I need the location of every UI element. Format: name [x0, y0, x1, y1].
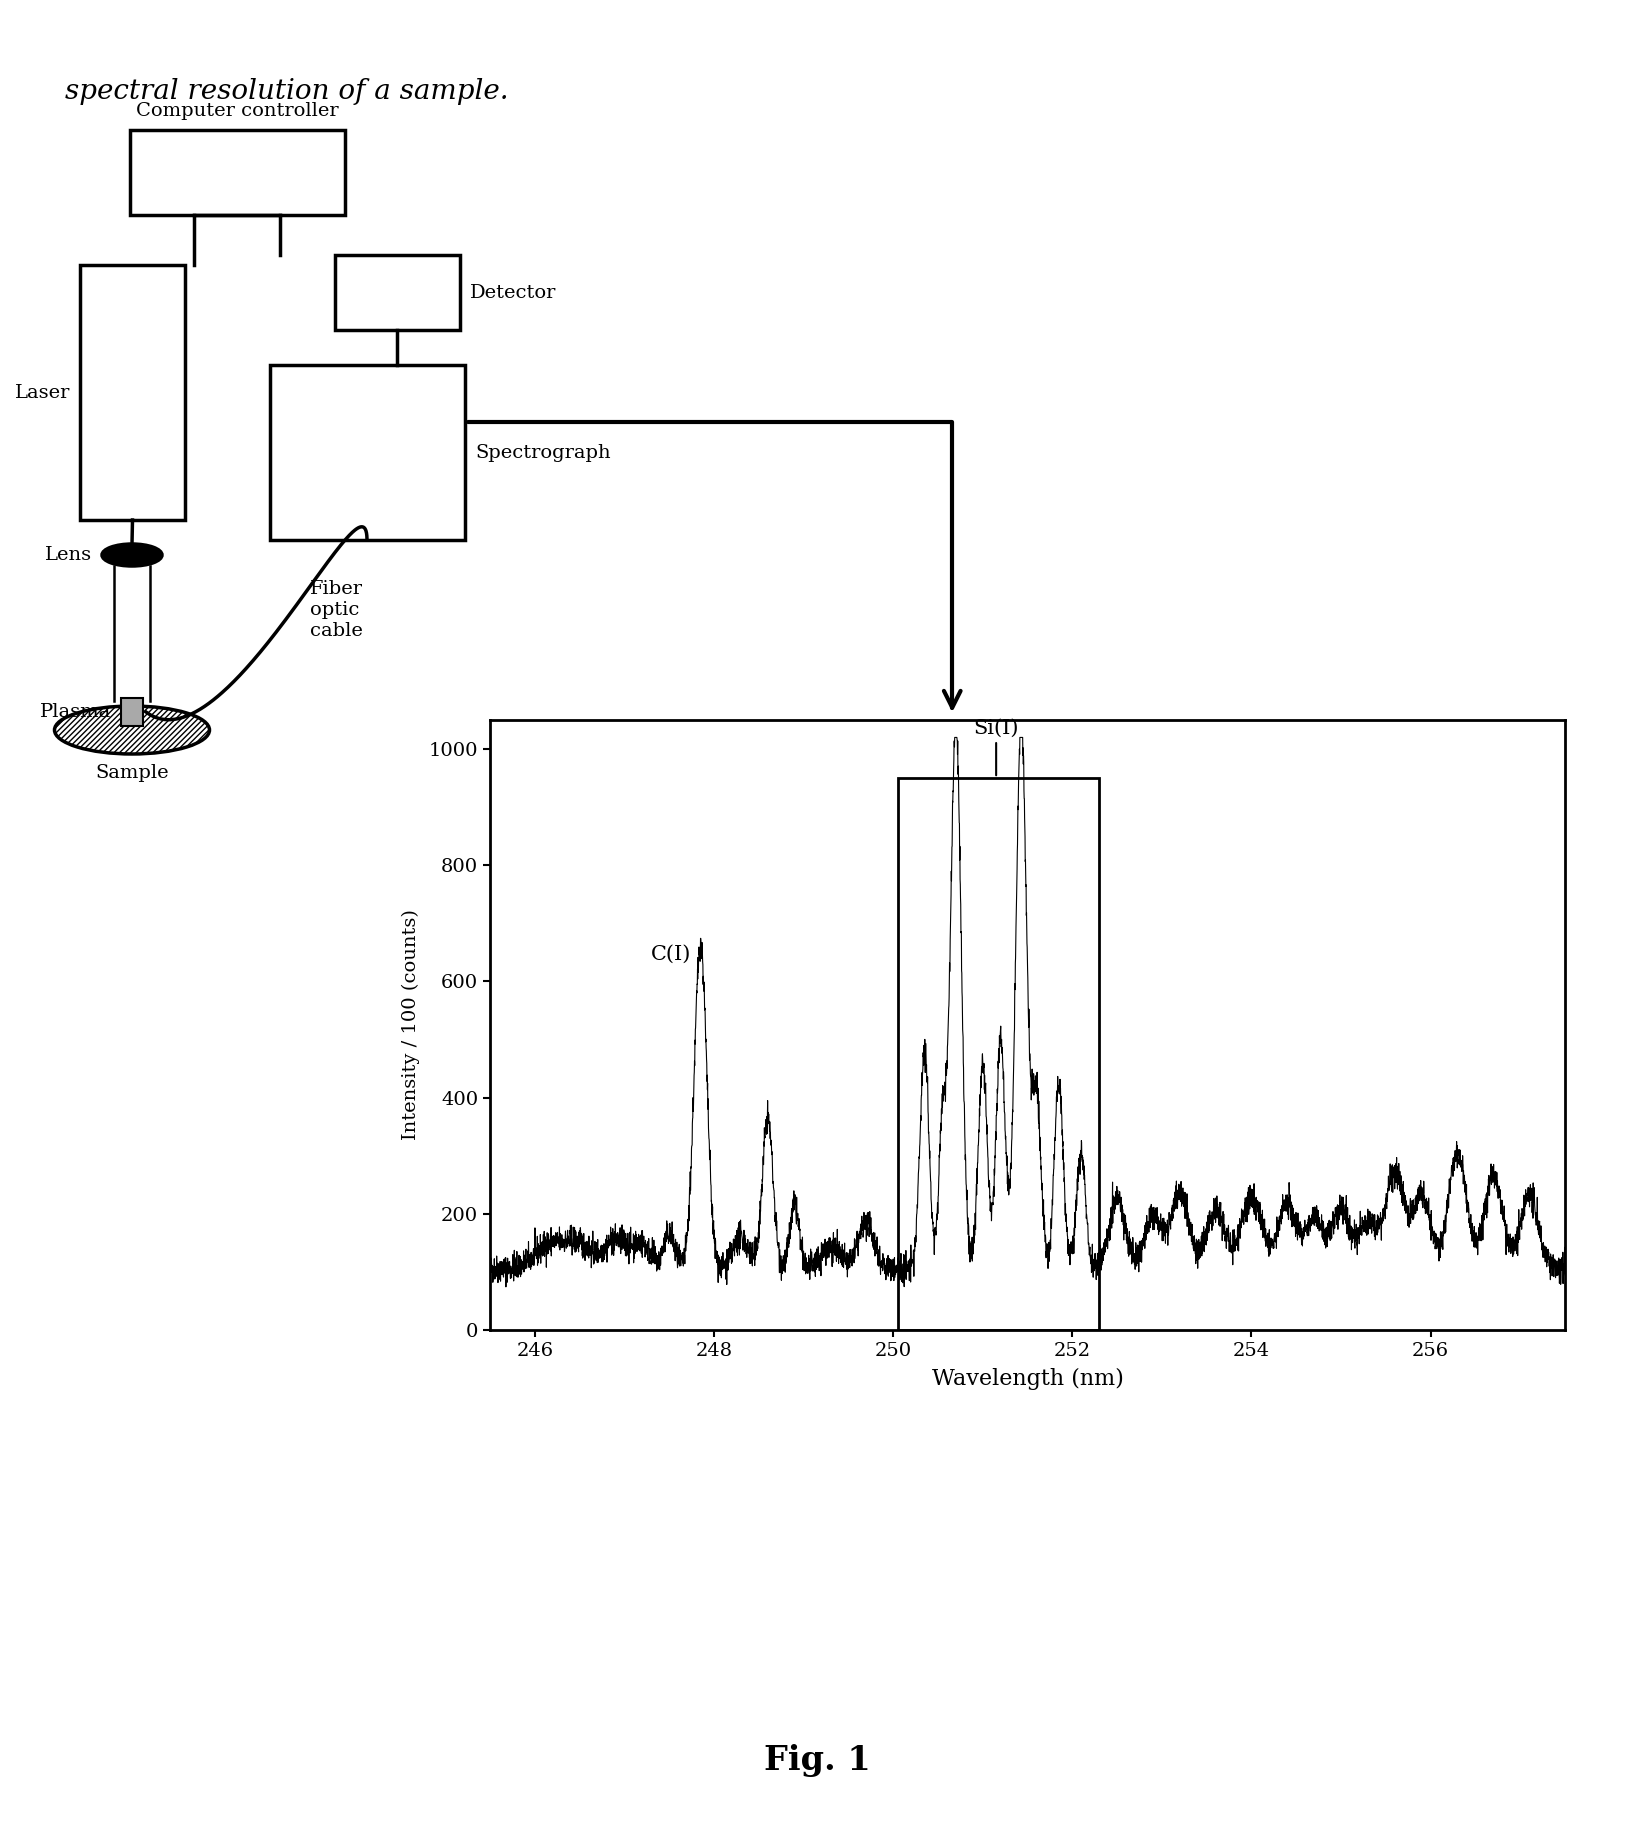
Bar: [270, 365, 466, 539]
Text: Fiber
optic
cable: Fiber optic cable: [310, 580, 363, 640]
Text: C(I): C(I): [652, 945, 691, 963]
Text: Computer controller: Computer controller: [136, 103, 338, 119]
Text: spectral resolution of a sample.: spectral resolution of a sample.: [65, 79, 508, 105]
Bar: [121, 697, 144, 727]
Text: Spectrograph: Spectrograph: [475, 444, 611, 461]
X-axis label: Wavelength (nm): Wavelength (nm): [931, 1369, 1124, 1391]
Text: Plasma: Plasma: [39, 703, 111, 721]
Text: Detector: Detector: [471, 283, 556, 301]
Text: Sample: Sample: [95, 763, 168, 782]
Ellipse shape: [54, 706, 209, 754]
Bar: [335, 255, 461, 330]
Text: Laser: Laser: [15, 384, 70, 402]
Text: Fig. 1: Fig. 1: [763, 1743, 871, 1776]
Bar: [897, 778, 1100, 1330]
Ellipse shape: [101, 543, 162, 565]
Text: Lens: Lens: [44, 547, 92, 563]
Text: Si(I): Si(I): [974, 719, 1020, 776]
Y-axis label: Intensity / 100 (counts): Intensity / 100 (counts): [402, 910, 420, 1140]
Bar: [80, 264, 185, 519]
Bar: [131, 130, 345, 215]
